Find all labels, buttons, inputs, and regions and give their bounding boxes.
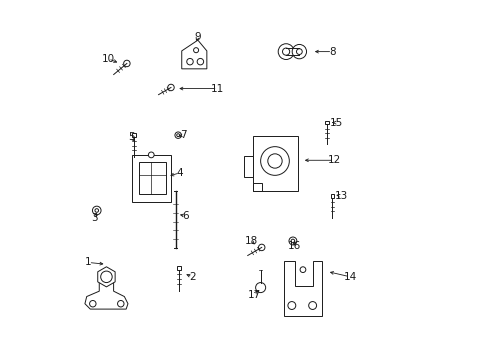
- Circle shape: [167, 84, 174, 91]
- Polygon shape: [85, 277, 128, 309]
- Circle shape: [292, 44, 306, 59]
- Circle shape: [89, 301, 96, 307]
- Circle shape: [308, 302, 316, 310]
- Polygon shape: [244, 156, 253, 177]
- Polygon shape: [139, 162, 165, 194]
- Circle shape: [197, 58, 203, 65]
- Text: 16: 16: [287, 241, 301, 251]
- Text: 14: 14: [343, 272, 356, 282]
- Circle shape: [176, 134, 179, 136]
- Polygon shape: [131, 155, 171, 202]
- Polygon shape: [182, 40, 206, 69]
- Circle shape: [255, 283, 265, 293]
- Text: 3: 3: [91, 213, 98, 222]
- Text: 7: 7: [180, 130, 186, 140]
- Circle shape: [117, 301, 124, 307]
- Circle shape: [300, 267, 305, 273]
- Text: 13: 13: [334, 191, 347, 201]
- Text: 15: 15: [328, 118, 342, 128]
- Bar: [330, 194, 333, 198]
- Text: 2: 2: [189, 272, 195, 282]
- Text: 4: 4: [176, 168, 183, 178]
- Circle shape: [101, 271, 112, 283]
- Polygon shape: [98, 267, 115, 287]
- Text: 6: 6: [182, 211, 188, 221]
- Text: 8: 8: [328, 46, 335, 57]
- Text: 11: 11: [210, 84, 224, 94]
- Circle shape: [288, 237, 296, 245]
- Text: 18: 18: [244, 236, 257, 246]
- Text: 5: 5: [128, 132, 135, 142]
- Circle shape: [267, 154, 282, 168]
- Circle shape: [186, 58, 193, 65]
- Circle shape: [123, 60, 130, 67]
- Text: 10: 10: [102, 54, 115, 64]
- Bar: [132, 134, 136, 137]
- Circle shape: [282, 48, 289, 55]
- Text: 12: 12: [327, 155, 340, 165]
- Circle shape: [260, 147, 289, 175]
- Circle shape: [148, 152, 154, 158]
- Polygon shape: [253, 136, 298, 192]
- Polygon shape: [284, 261, 321, 316]
- Circle shape: [193, 48, 198, 53]
- Text: 1: 1: [85, 257, 92, 267]
- Circle shape: [92, 206, 101, 215]
- Circle shape: [296, 49, 302, 54]
- Text: 17: 17: [247, 291, 261, 301]
- Polygon shape: [253, 183, 262, 192]
- Circle shape: [290, 239, 294, 243]
- Bar: [325, 121, 328, 125]
- Circle shape: [287, 302, 295, 310]
- Circle shape: [258, 244, 264, 251]
- Circle shape: [175, 132, 181, 138]
- Bar: [177, 266, 181, 270]
- Text: 9: 9: [194, 32, 201, 41]
- Circle shape: [95, 209, 99, 212]
- Circle shape: [278, 44, 293, 59]
